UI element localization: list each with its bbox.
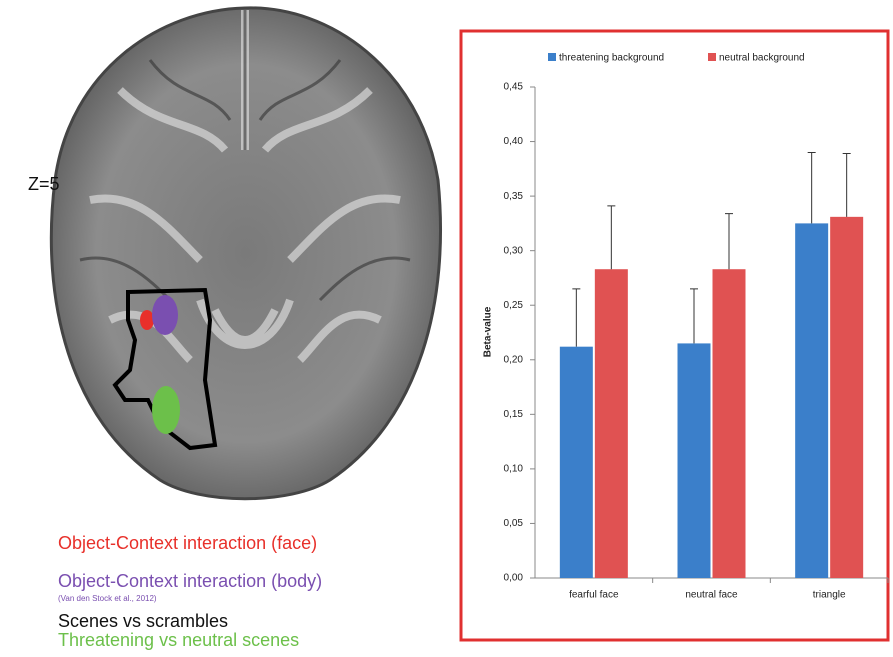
error-bar — [725, 214, 733, 270]
error-bar — [843, 154, 851, 217]
y-tick-label: 0,05 — [504, 518, 524, 529]
slice-label: Z=5 — [28, 174, 60, 194]
y-tick-label: 0,35 — [504, 191, 524, 202]
x-tick-label: triangle — [813, 590, 846, 601]
y-tick-label: 0,30 — [504, 245, 524, 256]
brain-image — [51, 8, 440, 499]
bar — [795, 223, 828, 578]
bar — [560, 347, 593, 578]
bar — [830, 217, 863, 578]
y-tick-label: 0,10 — [504, 464, 524, 475]
y-tick-label: 0,40 — [504, 136, 524, 147]
region-legend-text: Scenes vs scrambles — [58, 611, 228, 631]
figure: Z=5 Beta-value Object-Context interactio… — [0, 0, 893, 657]
error-bar — [808, 152, 816, 223]
bar — [713, 269, 746, 578]
y-tick-label: 0,00 — [504, 573, 524, 584]
region-legend-text: Object-Context interaction (face) — [58, 533, 317, 553]
y-tick-label: 0,15 — [504, 409, 524, 420]
legend-swatch — [548, 53, 556, 61]
bar — [595, 269, 628, 578]
error-bar — [607, 206, 615, 269]
error-bar — [572, 289, 580, 347]
y-axis-label: Beta-value — [483, 306, 494, 357]
legend-swatch — [708, 53, 716, 61]
bar — [678, 343, 711, 578]
legend-label: neutral background — [719, 53, 805, 64]
error-bar — [690, 289, 698, 344]
region-legend-text: Threatening vs neutral scenes — [58, 630, 299, 650]
x-tick-label: neutral face — [685, 590, 738, 601]
y-tick-label: 0,20 — [504, 354, 524, 365]
region-legend-text: Object-Context interaction (body) — [58, 571, 322, 591]
legend-label: threatening background — [559, 53, 664, 64]
region-legend-text: (Van den Stock et al., 2012) — [58, 594, 157, 603]
y-tick-label: 0,25 — [504, 300, 524, 311]
y-tick-label: 0,45 — [504, 82, 524, 93]
x-tick-label: fearful face — [569, 590, 619, 601]
